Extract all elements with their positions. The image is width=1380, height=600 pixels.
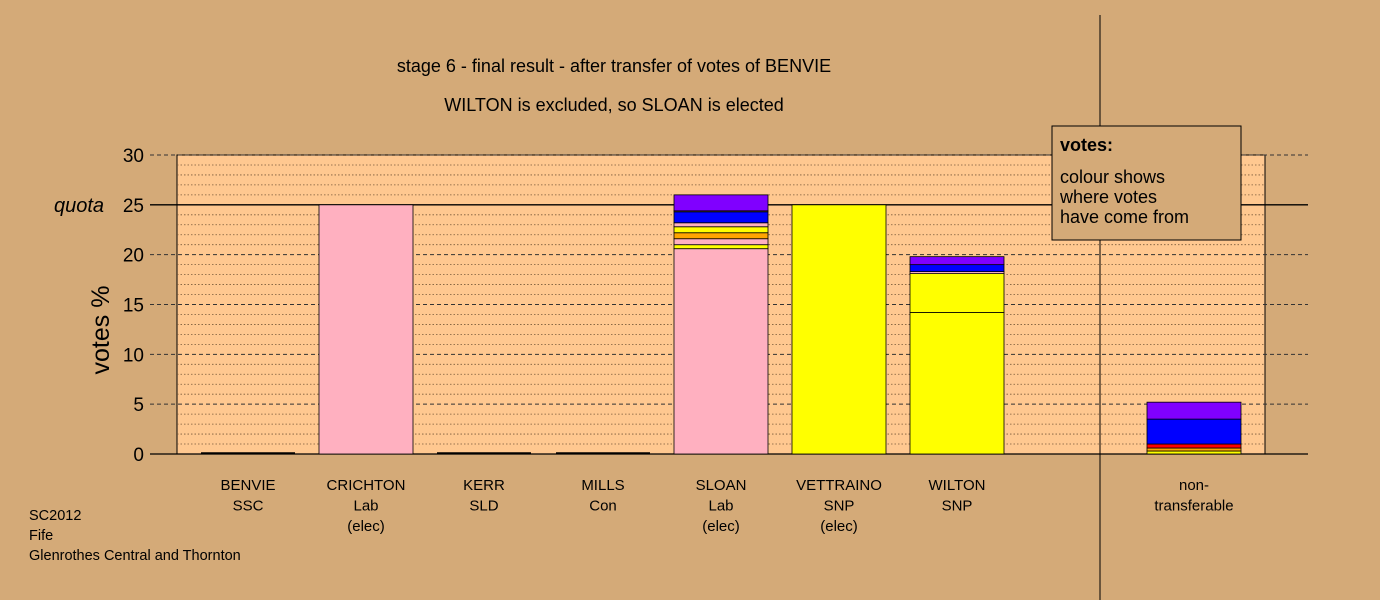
- chart-subtitle: WILTON is excluded, so SLOAN is elected: [444, 95, 783, 115]
- bar-segment: [909, 273, 1005, 313]
- candidate-label: Con: [589, 498, 617, 515]
- y-tick-label: 5: [133, 395, 144, 416]
- bar-segment: [673, 244, 769, 250]
- candidate-label: WILTON: [929, 477, 986, 494]
- candidate-label: MILLS: [581, 477, 624, 494]
- candidate-label: KERR: [463, 477, 505, 494]
- candidate-label: (elec): [702, 518, 740, 535]
- y-tick-label: 25: [123, 196, 144, 217]
- candidate-label: SNP: [942, 498, 973, 515]
- candidate-label: SLOAN: [696, 477, 747, 494]
- candidate-label: (elec): [820, 518, 858, 535]
- candidate-label: CRICHTON: [327, 477, 406, 494]
- bar-segment: [909, 312, 1005, 455]
- candidate-label: Lab: [353, 498, 378, 515]
- candidate-label: VETTRAINO: [796, 477, 882, 494]
- legend-box: [1051, 125, 1242, 241]
- legend-title: votes:: [1060, 135, 1113, 155]
- nontransferable-label: transferable: [1154, 498, 1233, 515]
- candidate-label: BENVIE: [220, 477, 275, 494]
- bar-segment: [673, 232, 769, 240]
- bar-segment: [673, 211, 769, 224]
- bar-segment: [673, 194, 769, 212]
- y-axis-label: votes %: [87, 286, 115, 375]
- quota-label: quota: [54, 195, 104, 217]
- nontransferable-bar-segment: [1146, 401, 1242, 420]
- footer-council: Fife: [29, 528, 54, 544]
- candidate-label: (elec): [347, 518, 385, 535]
- bar-segment: [791, 204, 887, 455]
- nontransferable-bar-segment: [1146, 447, 1242, 452]
- bar-segment: [909, 264, 1005, 273]
- nontransferable-bar-segment: [1146, 418, 1242, 445]
- bar-segment: [318, 204, 414, 455]
- bar-segment: [673, 248, 769, 455]
- bar-segment: [673, 238, 769, 246]
- candidate-label: SSC: [233, 498, 264, 515]
- bar-segment: [909, 256, 1005, 266]
- footer: SC2012 Fife Glenrothes Central and Thorn…: [29, 506, 241, 566]
- bar-segment: [673, 222, 769, 228]
- legend-text: have come from: [1060, 207, 1189, 227]
- legend-text: where votes: [1059, 187, 1157, 207]
- y-tick-label: 15: [123, 296, 144, 317]
- footer-election: SC2012: [29, 508, 82, 524]
- bar-segment: [673, 226, 769, 234]
- y-tick-label: 0: [133, 445, 144, 466]
- candidate-label: SLD: [469, 498, 498, 515]
- candidate-label: Lab: [708, 498, 733, 515]
- nontransferable-label: non-: [1179, 477, 1209, 494]
- nontransferable-bar-segment: [1146, 443, 1242, 449]
- footer-ward: Glenrothes Central and Thornton: [29, 548, 241, 564]
- y-tick-label: 10: [123, 345, 144, 366]
- y-tick-label: 30: [123, 146, 144, 167]
- legend-text: colour shows: [1060, 167, 1165, 187]
- y-tick-label: 20: [123, 246, 144, 267]
- chart-title: stage 6 - final result - after transfer …: [397, 56, 831, 76]
- candidate-label: SNP: [824, 498, 855, 515]
- nontransferable-bar-segment: [1146, 450, 1242, 455]
